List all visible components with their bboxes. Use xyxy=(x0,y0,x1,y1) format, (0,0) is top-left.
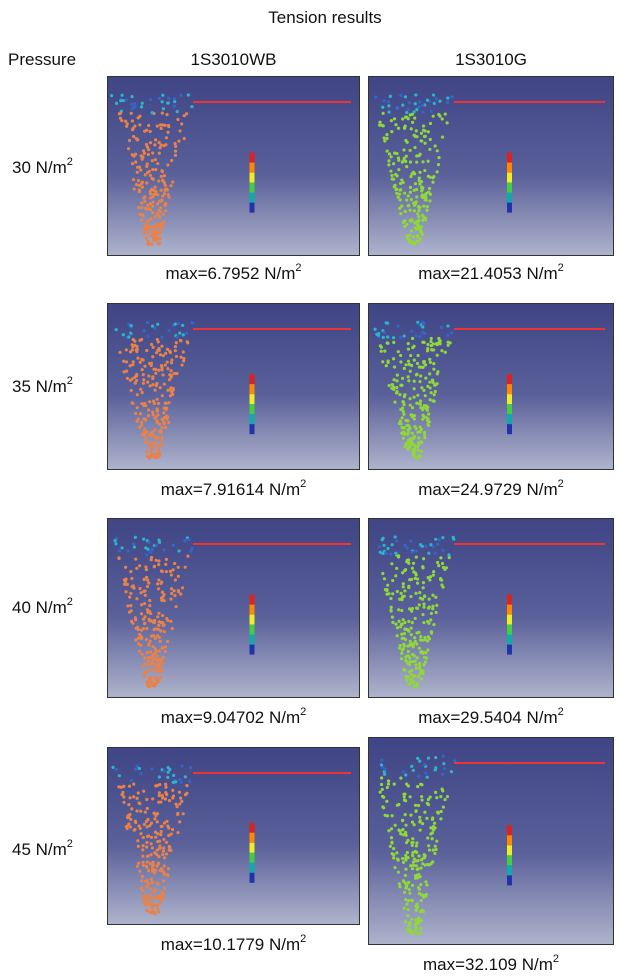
simulation-plot xyxy=(374,93,605,246)
pressure-label: 35 N/m2 xyxy=(12,375,73,397)
superscript: 2 xyxy=(66,156,73,168)
simulation-image xyxy=(107,303,360,470)
simulation-image xyxy=(368,76,614,256)
simulation-image xyxy=(107,518,360,698)
simulation-plot xyxy=(378,754,605,936)
pressure-label-text: 35 N/m xyxy=(12,377,67,396)
pressure-label-text: 30 N/m xyxy=(12,158,67,177)
simulation-image xyxy=(368,737,614,945)
caption: max=9.04702 N/m2 xyxy=(107,706,360,728)
caption: max=21.4053 N/m2 xyxy=(368,262,614,284)
superscript: 2 xyxy=(66,838,73,850)
column-header: 1S3010G xyxy=(455,50,527,69)
pressure-label: 40 N/m2 xyxy=(12,596,73,618)
simulation-plot xyxy=(110,93,351,246)
superscript: 2 xyxy=(66,375,73,387)
caption-text: max=6.7952 N/m xyxy=(165,264,296,283)
simulation-plot xyxy=(373,320,605,460)
caption-text: max=32.109 N/m xyxy=(422,955,553,974)
superscript: 2 xyxy=(557,706,564,718)
simulation-image xyxy=(107,747,360,925)
superscript: 2 xyxy=(300,706,307,718)
caption-text: max=7.91614 N/m xyxy=(160,480,301,499)
caption-text: max=10.1779 N/m xyxy=(160,935,301,954)
superscript: 2 xyxy=(552,953,560,965)
column-header: 1S3010WB xyxy=(190,50,277,69)
caption: max=29.5404 N/m2 xyxy=(368,706,614,728)
figure-title: Tension results xyxy=(268,8,382,27)
simulation-image xyxy=(107,76,360,256)
superscript: 2 xyxy=(300,933,307,945)
caption-text: max=9.04702 N/m xyxy=(160,708,301,727)
simulation-image xyxy=(368,518,614,698)
caption-text: max=21.4053 N/m xyxy=(418,264,558,283)
pressure-label: 45 N/m2 xyxy=(12,838,73,860)
pressure-label-text: 40 N/m xyxy=(12,598,67,617)
superscript: 2 xyxy=(557,478,564,490)
caption: max=32.109 N/m2 xyxy=(368,953,614,975)
caption: max=10.1779 N/m2 xyxy=(107,933,360,955)
superscript: 2 xyxy=(300,478,307,490)
simulation-plot xyxy=(114,320,351,460)
pressure-label: 30 N/m2 xyxy=(12,156,73,178)
caption-text: max=24.9729 N/m xyxy=(418,480,558,499)
caption: max=7.91614 N/m2 xyxy=(107,478,360,500)
superscript: 2 xyxy=(295,262,302,274)
superscript: 2 xyxy=(66,596,73,608)
superscript: 2 xyxy=(557,262,564,274)
caption: max=6.7952 N/m2 xyxy=(107,262,360,284)
row-header: Pressure xyxy=(8,50,77,69)
simulation-image xyxy=(368,303,614,470)
simulation-plot xyxy=(377,535,605,689)
simulation-plot xyxy=(113,535,351,689)
simulation-plot xyxy=(111,764,351,916)
caption: max=24.9729 N/m2 xyxy=(368,478,614,500)
pressure-label-text: 45 N/m xyxy=(12,840,67,859)
caption-text: max=29.5404 N/m xyxy=(418,708,558,727)
